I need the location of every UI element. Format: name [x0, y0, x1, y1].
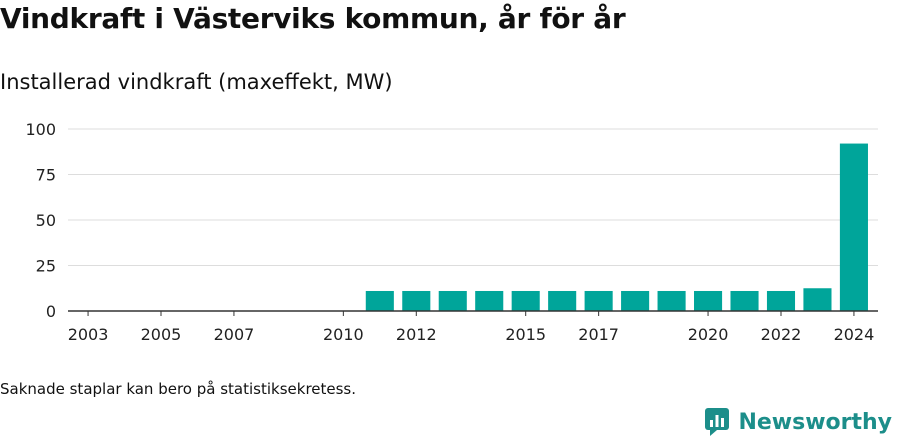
footnote: Saknade staplar kan bero på statistiksek… — [0, 380, 357, 398]
chart-title: Vindkraft i Västerviks kommun, år för år — [0, 2, 626, 35]
y-tick-labels: 0 25 50 75 100 — [25, 120, 56, 321]
bar — [402, 290, 431, 311]
y-tick-label: 50 — [36, 211, 56, 230]
y-tick-label: 25 — [36, 257, 56, 276]
bar — [548, 290, 577, 311]
bar — [694, 290, 723, 311]
bar — [584, 290, 613, 311]
brand-name: Newsworthy — [738, 409, 892, 435]
gridlines — [68, 128, 878, 266]
brand[interactable]: Newsworthy — [704, 405, 892, 439]
bars — [365, 143, 868, 311]
x-tick-label: 2012 — [396, 325, 437, 344]
bar — [365, 290, 394, 311]
bar — [438, 290, 467, 311]
x-tick-label: 2015 — [505, 325, 546, 344]
bar — [803, 288, 832, 311]
bar — [766, 290, 796, 311]
bar — [511, 290, 540, 311]
y-tick-label: 100 — [25, 120, 56, 139]
x-tick-label: 2024 — [834, 325, 875, 344]
bar — [730, 290, 759, 311]
x-tick-label: 2007 — [214, 325, 255, 344]
y-tick-label: 75 — [36, 166, 56, 185]
bar — [621, 290, 650, 311]
bar — [839, 143, 868, 311]
x-tick-label: 2003 — [68, 325, 109, 344]
x-tick-label: 2020 — [688, 325, 729, 344]
bar — [475, 290, 504, 311]
bar — [657, 290, 686, 311]
x-tick-label: 2005 — [141, 325, 182, 344]
chart-subtitle: Installerad vindkraft (maxeffekt, MW) — [0, 70, 393, 94]
x-tick-label: 2017 — [578, 325, 619, 344]
y-tick-label: 0 — [46, 302, 56, 321]
x-tick-labels: 2003 2005 2007 2010 2012 2015 2017 2020 2022 2024 — [68, 325, 875, 344]
x-tick-label: 2022 — [761, 325, 802, 344]
newsworthy-logo-icon — [705, 408, 730, 436]
x-tick-label: 2010 — [323, 325, 364, 344]
x-axis — [68, 310, 878, 316]
